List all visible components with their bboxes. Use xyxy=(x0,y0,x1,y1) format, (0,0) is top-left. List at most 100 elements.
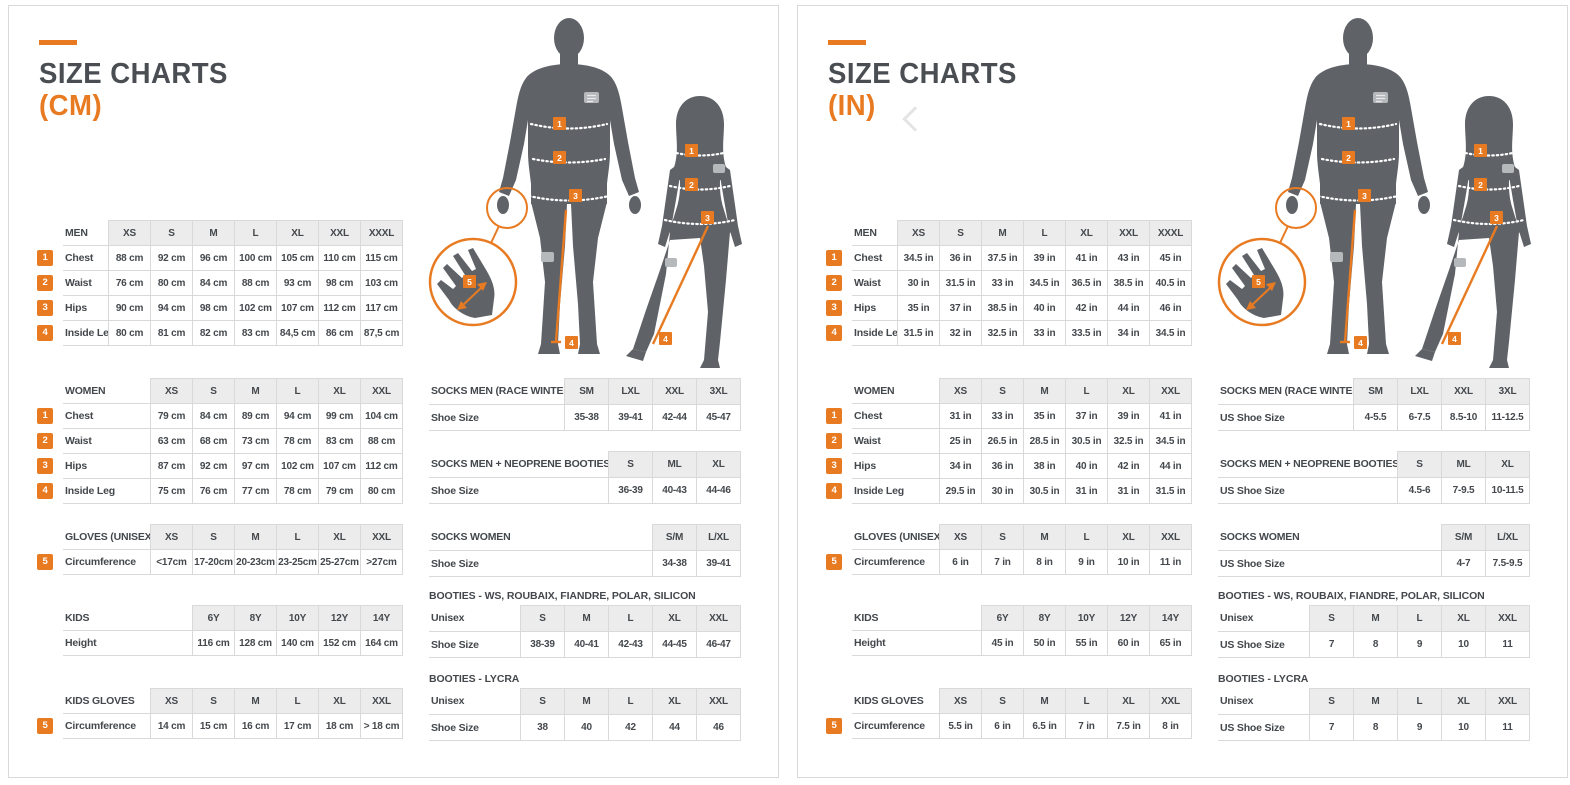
size-column-header: XXL xyxy=(652,378,697,405)
value-cell: 46 in xyxy=(1149,295,1192,321)
svg-text:3: 3 xyxy=(705,213,710,223)
badge-gutter xyxy=(826,221,852,246)
header-row: Unisex S M L XL XXL xyxy=(429,688,741,715)
value-cell: 40-41 xyxy=(564,631,609,658)
value-cell: 33 in xyxy=(981,270,1024,296)
table-men: MEN XS S M L XL XXL XXXL 1 Chest 34.5 in 36 in 37.5 … xyxy=(826,220,1192,346)
size-column-header: XXL xyxy=(1485,688,1530,715)
value-cell: 40 in xyxy=(1023,295,1066,321)
size-table: MEN XS S M L XL XXL XXXL 1 Chest 88 cm 92 cm 96 cm 10… xyxy=(37,220,403,346)
brand-patches xyxy=(1330,92,1514,267)
value-cell: 98 cm xyxy=(192,295,235,321)
table-socks-women: SOCKS WOMEN S/M L/XL US Shoe Size 4-7 7.5-9.5 xyxy=(1218,524,1530,577)
value-cell: 25 in xyxy=(939,428,982,454)
value-cell: 45-47 xyxy=(696,404,741,431)
value-cell: > 18 cm xyxy=(360,713,403,739)
size-column-header: SM xyxy=(1353,378,1398,405)
data-row: US Shoe Size 4-5.5 6-7.5 8.5-10 11-12.5 xyxy=(1218,404,1530,431)
size-column-header: S xyxy=(1397,451,1442,478)
table-title: BOOTIES - WS, ROUBAIX, FIANDRE, POLAR, S… xyxy=(1218,590,1485,602)
value-cell: 36 in xyxy=(939,245,982,271)
size-column-header: XL xyxy=(1441,605,1486,632)
measure-markers: 1 2 3 4 1 2 3 4 5 xyxy=(1252,117,1503,349)
header-row: SOCKS MEN (RACE WINTER) SM LXL XXL 3XL xyxy=(429,378,741,405)
size-column-header: M xyxy=(1353,605,1398,632)
size-table: Unisex S M L XL XXL Shoe Size 38-39 40-41 42-43 44… xyxy=(429,605,741,658)
size-column-header: XL xyxy=(1065,220,1108,246)
size-column-header: XL xyxy=(652,688,697,715)
svg-text:1: 1 xyxy=(557,119,562,129)
value-cell: 42-43 xyxy=(608,631,653,658)
data-row: 5 Circumference <17cm 17-20cm 20-23cm 23-25cm… xyxy=(37,549,403,575)
data-row: Height 116 cm 128 cm 140 cm 152 cm 164 cm xyxy=(37,630,403,656)
value-cell: 45 in xyxy=(1149,245,1192,271)
size-column-header: XL xyxy=(1107,524,1150,550)
value-cell: 79 cm xyxy=(318,478,361,504)
badge-gutter: 4 xyxy=(37,321,63,346)
value-cell: 7 in xyxy=(1065,713,1108,739)
hand-detail xyxy=(1217,187,1317,327)
data-row: Height 45 in 50 in 55 in 60 in 65 in xyxy=(826,630,1192,656)
page-title: SIZE CHARTS xyxy=(39,58,228,90)
marker-5-hand: 5 xyxy=(1252,275,1265,288)
value-cell: 93 cm xyxy=(276,270,319,296)
size-table: GLOVES (UNISEX) XS S M L XL XXL 5 Circumference 6… xyxy=(826,524,1192,575)
woman-silhouette xyxy=(1415,96,1531,368)
measure-markers: 1 2 3 4 1 2 3 4 5 xyxy=(463,117,714,349)
header-row: GLOVES (UNISEX) XS S M L XL XXL xyxy=(37,524,403,550)
size-column-header: XL xyxy=(1485,451,1530,478)
value-cell: 18 cm xyxy=(318,713,361,739)
size-column-header: XXL xyxy=(1485,605,1530,632)
size-table: Unisex S M L XL XXL Shoe Size 38 40 42 44 46 xyxy=(429,688,741,741)
badge-gutter xyxy=(826,606,852,631)
value-cell: 116 cm xyxy=(192,630,235,656)
measure-number-badge: 1 xyxy=(826,250,842,266)
value-cell: 96 cm xyxy=(192,245,235,271)
size-column-header: XL xyxy=(276,220,319,246)
table-label: Unisex xyxy=(1218,688,1310,715)
value-cell: 33.5 in xyxy=(1065,320,1108,346)
value-cell: 30.5 in xyxy=(1065,428,1108,454)
value-cell: 9 xyxy=(1397,714,1442,741)
svg-text:4: 4 xyxy=(569,338,574,348)
size-column-header: M xyxy=(1023,378,1066,404)
value-cell: 28.5 in xyxy=(1023,428,1066,454)
header-row: WOMEN XS S M L XL XXL xyxy=(826,378,1192,404)
table-label: KIDS GLOVES xyxy=(63,688,151,714)
size-column-header: XS xyxy=(897,220,940,246)
value-cell: 30 in xyxy=(981,478,1024,504)
value-cell: 37 in xyxy=(1065,403,1108,429)
marker-3-woman: 3 xyxy=(1490,211,1503,224)
row-label: Inside Leg xyxy=(852,320,898,346)
size-column-header: L xyxy=(1397,605,1442,632)
badge-gutter xyxy=(826,525,852,550)
marker-2-woman: 2 xyxy=(685,178,698,191)
value-cell: 152 cm xyxy=(318,630,361,656)
value-cell: 79 cm xyxy=(150,403,193,429)
value-cell: 87 cm xyxy=(150,453,193,479)
size-column-header: XXL xyxy=(1441,378,1486,405)
hand-detail xyxy=(428,187,528,327)
table-gloves-unisex: GLOVES (UNISEX) XS S M L XL XXL 5 Circumference <… xyxy=(37,524,403,575)
data-row: US Shoe Size 4-7 7.5-9.5 xyxy=(1218,550,1530,577)
table-label: KIDS xyxy=(63,605,193,631)
row-label: Shoe Size xyxy=(429,550,653,577)
svg-text:2: 2 xyxy=(1478,180,1483,190)
size-table: Unisex S M L XL XXL US Shoe Size 7 8 9 10 11 xyxy=(1218,605,1530,658)
svg-text:5: 5 xyxy=(1256,277,1261,287)
value-cell: 36 in xyxy=(981,453,1024,479)
size-column-header: XS xyxy=(108,220,151,246)
data-row: US Shoe Size 7 8 9 10 11 xyxy=(1218,631,1530,658)
size-column-header: XL xyxy=(1107,688,1150,714)
badge-gutter: 5 xyxy=(826,714,852,739)
table-men: MEN XS S M L XL XXL XXXL 1 Chest 88 cm 92 cm 96 cm 10… xyxy=(37,220,403,346)
size-column-header: XXXL xyxy=(1149,220,1192,246)
value-cell: 33 in xyxy=(1023,320,1066,346)
value-cell: 33 in xyxy=(981,403,1024,429)
value-cell: 42 xyxy=(608,714,653,741)
table-socks-men: SOCKS MEN (RACE WINTER) SM LXL XXL 3XL Shoe S… xyxy=(429,378,741,431)
value-cell: 83 cm xyxy=(318,428,361,454)
size-column-header: ML xyxy=(1441,451,1486,478)
data-row: Shoe Size 36-39 40-43 44-46 xyxy=(429,477,741,504)
